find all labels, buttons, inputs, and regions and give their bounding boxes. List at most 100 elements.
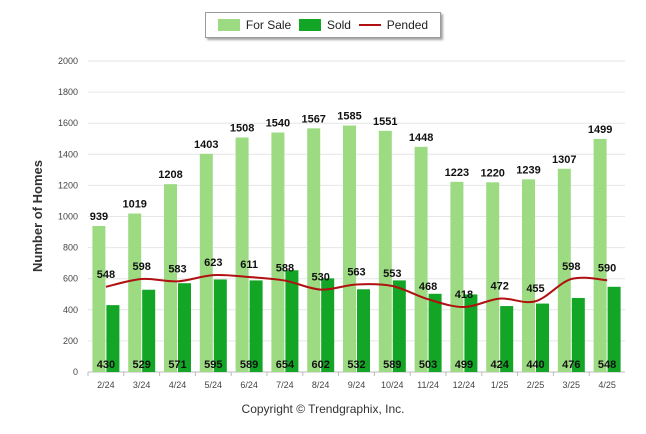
x-axis: 2/24 3/24 4/24 5/24 6/24 7/24 8/24 9/24 10/24 11/… xyxy=(87,372,616,390)
y-axis-label: Number of Homes xyxy=(30,160,45,272)
sold-value-label: 654 xyxy=(276,359,295,371)
sold-value-label: 430 xyxy=(97,359,115,371)
y-tick-label: 1600 xyxy=(58,118,78,128)
sold-bar xyxy=(392,280,406,372)
for-sale-value-label: 1220 xyxy=(480,167,504,179)
x-tick-label: 4/25 xyxy=(598,380,616,390)
y-tick-label: 1200 xyxy=(58,180,78,190)
for-sale-swatch xyxy=(217,19,240,31)
x-tick-label: 3/25 xyxy=(563,380,581,390)
gridlines xyxy=(88,60,625,373)
y-axis: 0 200 400 600 800 1000 1200 1400 1600 1800 2000 xyxy=(58,56,78,377)
for-sale-bar xyxy=(557,168,571,372)
sold-bar xyxy=(142,289,156,372)
legend: For Sale Sold Pended xyxy=(205,12,441,38)
for-sale-bar xyxy=(486,182,500,372)
legend-label-for-sale: For Sale xyxy=(245,18,292,32)
x-tick-label: 2/24 xyxy=(97,380,115,390)
sold-value-label: 532 xyxy=(347,359,365,371)
for-sale-bar xyxy=(522,179,535,372)
for-sale-value-label: 1307 xyxy=(552,154,576,166)
for-sale-value-label: 1499 xyxy=(588,124,612,136)
sold-value-label: 571 xyxy=(168,359,186,371)
for-sale-value-label: 1223 xyxy=(445,167,469,179)
pended-line xyxy=(105,273,608,309)
y-tick-label: 1400 xyxy=(58,149,78,159)
sold-value-label: 503 xyxy=(419,359,437,371)
data-labels: 939 430 1019 529 1208 571 1403 595 1508 589 1540 65… xyxy=(90,111,617,371)
sold-bar xyxy=(500,306,514,372)
pended-swatch xyxy=(358,24,381,26)
sold-value-label: 589 xyxy=(240,359,258,371)
y-tick-label: 200 xyxy=(63,336,78,346)
pended-value-label: 590 xyxy=(598,262,616,274)
sold-bar xyxy=(321,278,335,372)
x-tick-label: 11/24 xyxy=(417,380,439,390)
y-tick-label: 0 xyxy=(73,367,78,377)
y-tick-label: 400 xyxy=(63,305,78,315)
pended-value-label: 611 xyxy=(240,259,258,271)
for-sale-bar xyxy=(414,146,428,372)
sold-bar xyxy=(464,294,478,372)
x-tick-label: 9/24 xyxy=(348,380,366,390)
for-sale-value-label: 1508 xyxy=(230,123,254,135)
sold-bar xyxy=(106,305,120,372)
for-sale-value-label: 1403 xyxy=(194,139,218,151)
y-tick-label: 1800 xyxy=(58,87,78,97)
for-sale-bar xyxy=(343,125,356,372)
for-sale-value-label: 939 xyxy=(90,211,108,223)
legend-label-sold: Sold xyxy=(326,18,351,32)
sold-bar xyxy=(178,283,191,372)
x-tick-label: 8/24 xyxy=(312,380,330,390)
legend-item-pended[interactable]: Pended xyxy=(358,18,429,32)
for-sale-value-label: 1239 xyxy=(516,164,540,176)
x-tick-label: 3/24 xyxy=(133,380,151,390)
bars xyxy=(92,125,621,372)
pended-value-label: 563 xyxy=(347,266,365,278)
for-sale-value-label: 1208 xyxy=(158,169,182,181)
legend-label-pended: Pended xyxy=(386,18,429,32)
for-sale-value-label: 1019 xyxy=(122,199,146,211)
y-tick-label: 800 xyxy=(63,243,78,253)
sold-bar xyxy=(249,280,263,372)
sold-value-label: 595 xyxy=(204,359,222,371)
pended-value-label: 553 xyxy=(383,268,401,280)
sold-swatch xyxy=(298,19,321,31)
pended-value-label: 472 xyxy=(491,281,509,293)
sold-bar xyxy=(285,270,299,372)
pended-value-label: 530 xyxy=(312,272,330,284)
for-sale-value-label: 1540 xyxy=(266,118,290,130)
x-tick-label: 10/24 xyxy=(381,380,404,390)
for-sale-bar xyxy=(235,137,249,372)
pended-value-label: 588 xyxy=(276,263,294,275)
copyright: Copyright © Trendgraphix, Inc. xyxy=(241,402,405,416)
x-tick-label: 7/24 xyxy=(276,380,294,390)
pended-value-label: 598 xyxy=(133,261,151,273)
for-sale-value-label: 1567 xyxy=(301,113,325,125)
for-sale-bar xyxy=(593,138,607,372)
legend-item-sold[interactable]: Sold xyxy=(298,18,351,32)
x-tick-label: 1/25 xyxy=(491,380,509,390)
sold-bar xyxy=(428,293,442,372)
x-tick-label: 6/24 xyxy=(240,380,258,390)
legend-item-for-sale[interactable]: For Sale xyxy=(217,18,292,32)
sold-bar xyxy=(357,289,370,372)
sold-value-label: 499 xyxy=(455,359,473,371)
y-tick-label: 600 xyxy=(63,274,78,284)
y-tick-label: 1000 xyxy=(58,212,78,222)
pended-value-label: 623 xyxy=(204,257,222,269)
y-tick-label: 2000 xyxy=(58,56,78,66)
sold-value-label: 476 xyxy=(562,359,580,371)
pended-series-line xyxy=(105,273,608,309)
sold-value-label: 440 xyxy=(526,359,544,371)
sold-value-label: 602 xyxy=(312,359,330,371)
sold-bar xyxy=(607,286,621,372)
pended-value-label: 598 xyxy=(562,261,580,273)
x-tick-label: 5/24 xyxy=(205,380,223,390)
for-sale-bar xyxy=(450,181,464,372)
sold-bar xyxy=(571,297,585,372)
sold-bar xyxy=(536,303,549,372)
x-tick-label: 12/24 xyxy=(453,380,476,390)
for-sale-bar xyxy=(271,132,285,372)
